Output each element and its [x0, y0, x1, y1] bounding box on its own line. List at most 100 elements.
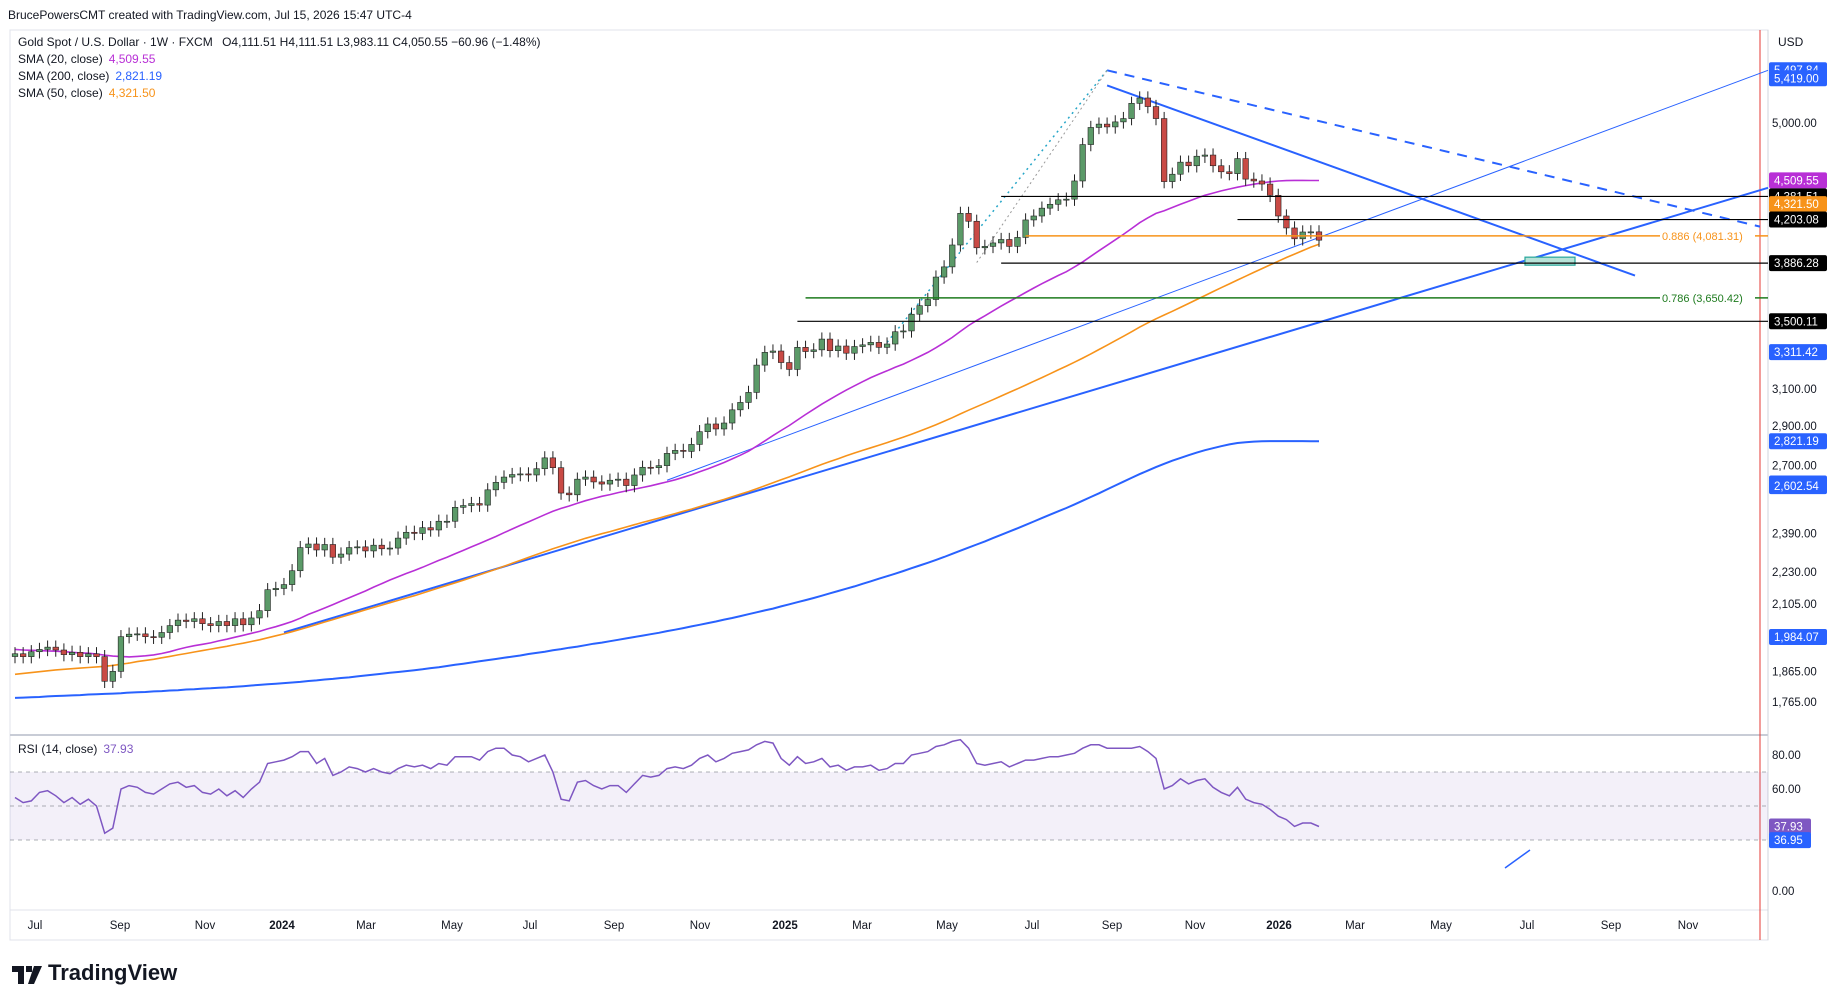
candle	[647, 460, 654, 475]
candle-body	[77, 652, 84, 657]
candle	[68, 645, 76, 662]
candle-body	[1014, 237, 1021, 247]
time-axis-label: 2025	[772, 920, 798, 932]
candle-body	[761, 352, 768, 366]
candle	[174, 613, 182, 633]
candle-body	[1291, 227, 1298, 240]
tradingview-logo[interactable]: TradingView	[12, 960, 177, 986]
candle	[1014, 230, 1021, 254]
candle-body	[1242, 158, 1249, 180]
candle-body	[900, 330, 907, 333]
candle	[191, 612, 198, 629]
candle-body	[11, 653, 19, 657]
price-tag-bg	[1769, 433, 1827, 450]
candle-body	[36, 649, 43, 653]
candle-body	[403, 531, 410, 539]
candle-body	[394, 537, 402, 549]
legend-rsi[interactable]: RSI (14, close) 37.93	[18, 742, 133, 756]
legend-sma50[interactable]: SMA (50, close) 4,321.50	[18, 86, 155, 100]
candle	[1201, 148, 1208, 163]
candle	[1128, 96, 1135, 126]
legend-sma20[interactable]: SMA (20, close) 4,509.55	[18, 52, 155, 66]
candle	[1136, 91, 1143, 111]
price-tag-bg	[1769, 70, 1827, 87]
price-tag: 4,203.08	[1769, 211, 1827, 228]
candle	[1030, 209, 1037, 227]
candle-body	[688, 444, 695, 452]
candle	[207, 617, 214, 633]
candle	[875, 335, 882, 355]
candle-body	[85, 653, 92, 657]
candle-body	[1120, 118, 1127, 123]
target-zone-box	[1524, 256, 1576, 266]
candle-body	[370, 544, 377, 552]
candle	[1291, 221, 1298, 246]
price-tag: 4,321.50	[1769, 196, 1827, 213]
currency-label: USD	[1778, 35, 1804, 49]
candle	[924, 292, 931, 313]
candle	[810, 343, 817, 359]
price-tag: 2,602.54	[1769, 478, 1827, 495]
price-axis-label: 1,765.00	[1772, 697, 1817, 709]
candle	[1185, 155, 1192, 173]
candle	[1120, 111, 1127, 129]
candle-body	[1079, 144, 1086, 182]
candle-body	[1095, 123, 1103, 128]
candle	[199, 612, 206, 631]
candle-body	[126, 633, 133, 637]
candle-body	[541, 457, 548, 470]
candle	[843, 339, 850, 360]
candle-body	[199, 618, 206, 624]
candle	[574, 472, 581, 502]
legend-sma200[interactable]: SMA (200, close) 2,821.19	[18, 69, 162, 83]
candle-body	[166, 625, 173, 633]
candle	[737, 395, 744, 417]
symbol-name[interactable]: Gold Spot / U.S. Dollar · 1W · FXCM	[18, 35, 213, 49]
candle-body	[329, 544, 336, 558]
candle	[117, 630, 125, 679]
price-tag: 3,886.28	[1769, 255, 1827, 272]
candle	[867, 335, 874, 352]
candle-body	[932, 276, 940, 300]
candle	[484, 483, 491, 512]
price-axis-label: 2,105.00	[1772, 599, 1817, 611]
candle-body	[378, 544, 385, 550]
time-axis-label: May	[936, 920, 958, 932]
candle	[696, 425, 703, 452]
candle-body	[419, 527, 426, 534]
candle	[60, 643, 67, 662]
candle-body	[1275, 195, 1282, 217]
candle	[419, 521, 426, 541]
candle-body	[468, 503, 475, 506]
candle	[280, 577, 288, 596]
candle	[394, 531, 402, 555]
candle	[1144, 91, 1151, 114]
candle-body	[737, 402, 744, 411]
candle	[745, 385, 752, 410]
candle-body	[802, 347, 809, 352]
candle-body	[940, 266, 948, 278]
candle	[321, 537, 328, 557]
candle	[835, 339, 842, 358]
candle-body	[631, 474, 638, 486]
candle	[288, 564, 296, 592]
candle-body	[574, 478, 581, 496]
price-tag-bg	[1769, 211, 1827, 228]
candle	[818, 332, 825, 357]
legend-sma200-label: SMA (200, close)	[18, 69, 110, 83]
candle-body	[28, 651, 35, 657]
candle	[1006, 232, 1013, 254]
candle-body	[859, 344, 866, 347]
candle-body	[484, 489, 491, 506]
price-axis-label: 3,100.00	[1772, 384, 1817, 396]
time-axis-label: May	[441, 920, 463, 932]
price-tag-text: 4,509.55	[1774, 175, 1819, 187]
dashed-resistance-line	[1106, 69, 1761, 228]
candle	[1275, 188, 1282, 223]
candle-body	[525, 473, 532, 476]
candle	[77, 645, 84, 664]
candle	[1234, 151, 1241, 181]
candle-body	[280, 584, 288, 589]
candle-body	[729, 409, 736, 424]
